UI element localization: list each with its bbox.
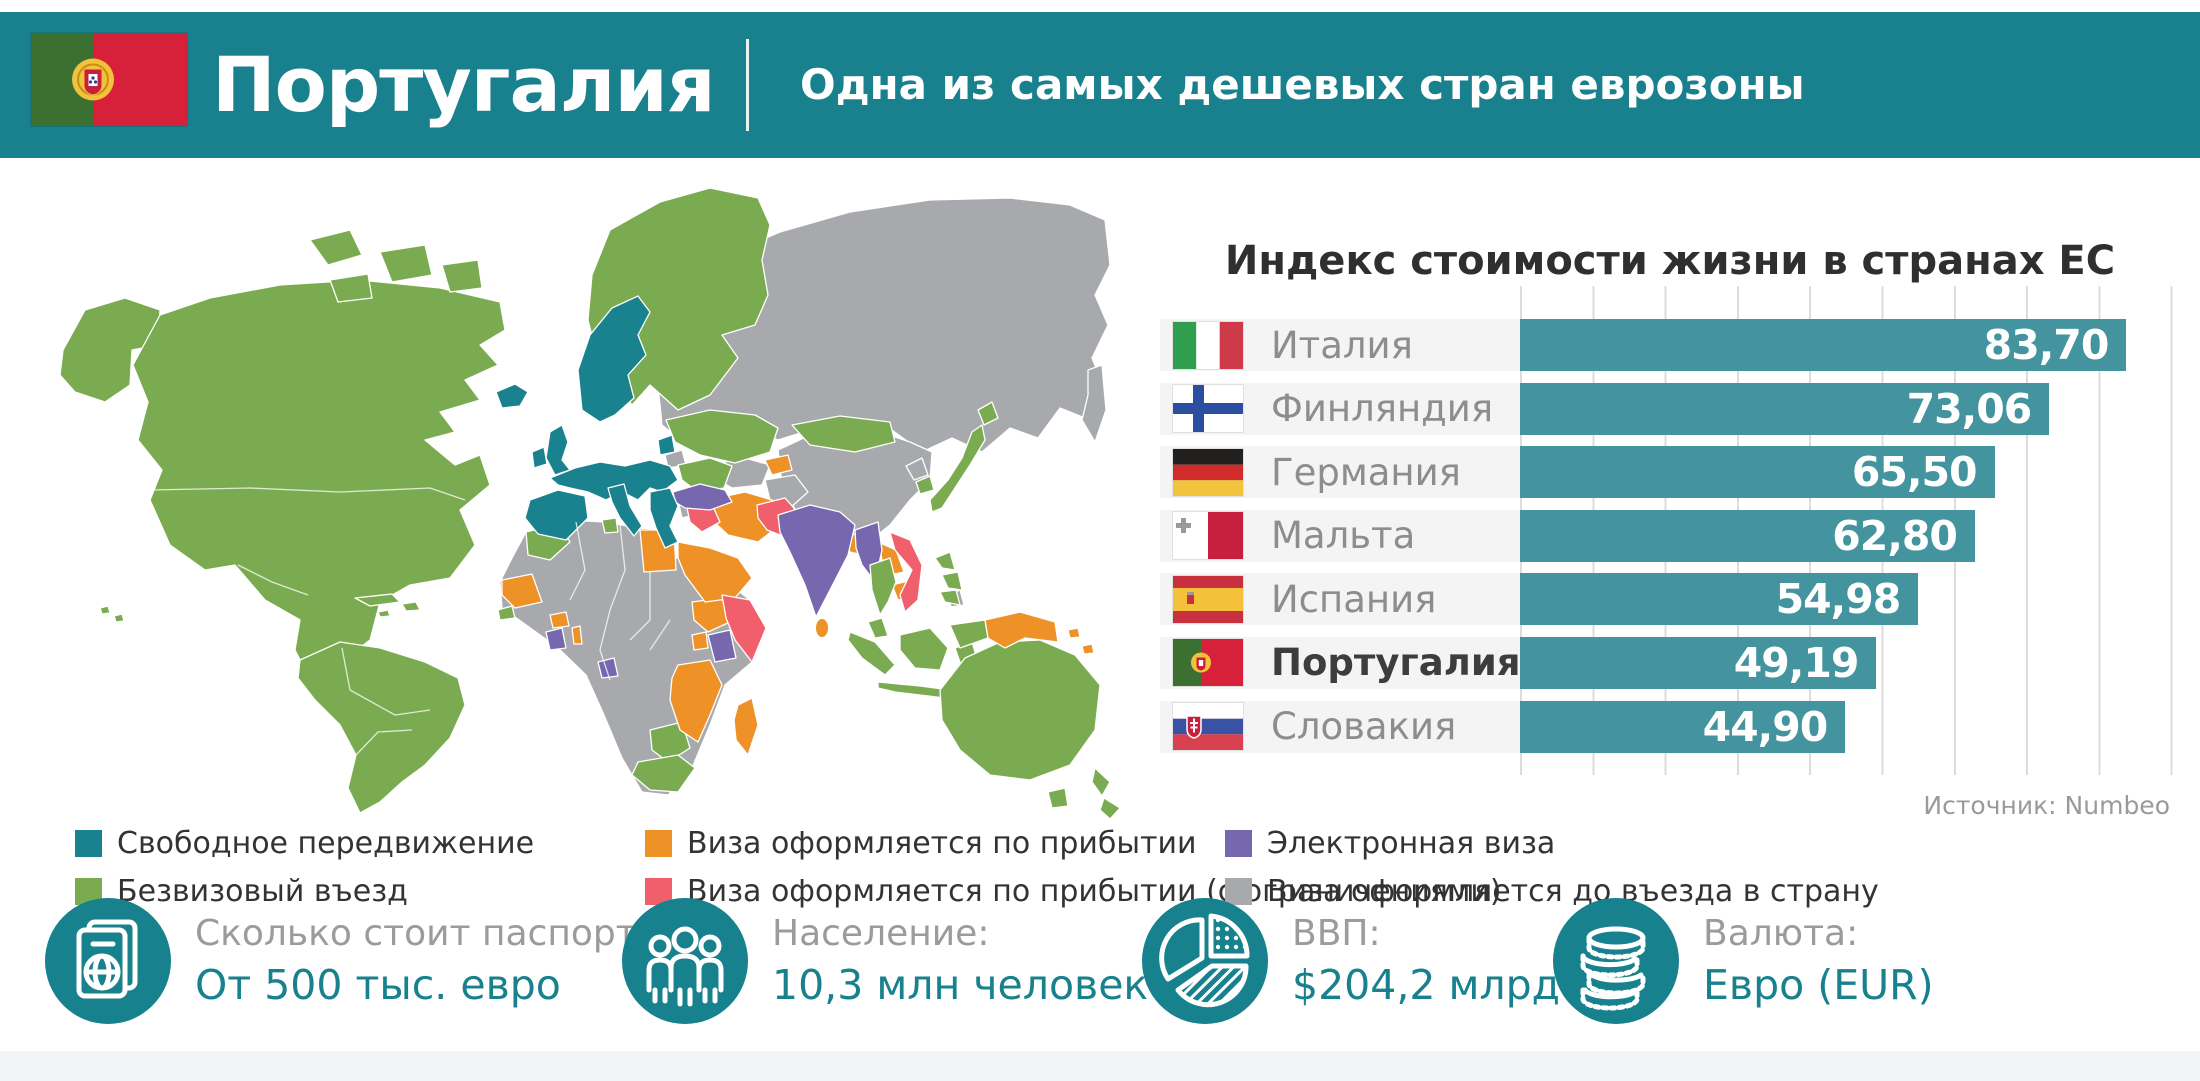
- map-internal-borders: [149, 487, 671, 756]
- chart-row: Испания 54,98: [1160, 573, 2172, 626]
- legend-label: Свободное передвижение: [117, 826, 535, 861]
- chart-row-label: Португалия: [1160, 636, 1521, 689]
- map-legend: Свободное передвижение Безвизовый въезд Ви…: [75, 826, 2135, 909]
- country-label: Испания: [1271, 577, 1437, 621]
- map-regions-visa-free: [59, 187, 1121, 820]
- chart-row: Италия 83,70: [1160, 319, 2172, 371]
- legend-label: Электронная виза: [1267, 826, 1556, 861]
- country-label: Италия: [1271, 323, 1413, 367]
- legend-label: Виза оформляется по прибытии (с ограниче…: [687, 874, 1502, 909]
- bar-value: 44,90: [1702, 702, 1829, 751]
- country-flag-malta-icon: [1173, 512, 1243, 560]
- bottom-strip: [0, 1051, 2200, 1081]
- bar-value: 49,19: [1733, 638, 1860, 687]
- bar: 54,98: [1520, 573, 1919, 626]
- stat-label: Валюта:: [1703, 913, 1859, 954]
- legend-item: Свободное передвижение: [75, 826, 645, 861]
- bar-value: 54,98: [1775, 575, 1902, 624]
- country-flag-italy-icon: [1173, 321, 1243, 369]
- gdp-icon: [1142, 898, 1268, 1024]
- chart-row: Финляндия 73,06: [1160, 382, 2172, 435]
- legend-label: Безвизовый въезд: [117, 874, 408, 909]
- bar-track: 73,06: [1520, 382, 2172, 435]
- chart-row-label: Мальта: [1160, 509, 1520, 562]
- stat-value: 10,3 млн человек: [772, 961, 1149, 1009]
- stat-population: Население: 10,3 млн человек: [622, 898, 1148, 1024]
- stat-value: Евро (EUR): [1703, 961, 1934, 1009]
- country-flag-portugal-icon: [1173, 639, 1243, 687]
- stat-label: Население:: [772, 913, 990, 954]
- passport-icon: [45, 898, 171, 1024]
- stat-label: Сколько стоит паспорт:: [195, 913, 649, 954]
- legend-swatch: [75, 830, 102, 857]
- country-label: Мальта: [1271, 514, 1416, 558]
- country-flag-slovakia-icon: [1173, 703, 1243, 751]
- cost-of-living-chart: Италия 83,70 Финляндия 73,06 Германия 65,50 Ма…: [1160, 319, 2172, 764]
- legend-item: Виза оформляется по прибытии (с ограниче…: [645, 874, 1502, 909]
- bar: 44,90: [1520, 700, 1846, 753]
- country-label: Словакия: [1271, 705, 1457, 749]
- country-flag-finland-icon: [1173, 385, 1243, 433]
- bar-track: 83,70: [1520, 319, 2172, 371]
- chart-row-label: Словакия: [1160, 700, 1520, 753]
- bar: 73,06: [1520, 382, 2050, 435]
- header-band: Португалия Одна из самых дешевых стран е…: [0, 12, 2200, 158]
- map-regions-evisa: [545, 483, 883, 679]
- country-flag-germany-icon: [1173, 448, 1243, 496]
- chart-row: Словакия 44,90: [1160, 700, 2172, 753]
- bar-track: 54,98: [1520, 573, 2172, 626]
- bar-value: 83,70: [1983, 321, 2110, 369]
- map-regions-visa-free-overlay: [869, 557, 897, 616]
- chart-row-label: Финляндия: [1160, 382, 1520, 435]
- legend-swatch: [1225, 830, 1252, 857]
- stat-passport: Сколько стоит паспорт: От 500 тыс. евро: [45, 898, 649, 1024]
- header-divider: [746, 39, 749, 131]
- stat-value: От 500 тыс. евро: [195, 961, 561, 1009]
- legend-item: Электронная виза: [1225, 826, 2135, 861]
- population-icon: [622, 898, 748, 1024]
- bar: 62,80: [1520, 509, 1975, 562]
- chart-row: Мальта 62,80: [1160, 509, 2172, 562]
- bar: 65,50: [1520, 446, 1995, 499]
- bar-value: 65,50: [1851, 448, 1978, 497]
- chart-source: Источник: Numbeo: [1923, 791, 2170, 820]
- stat-label: ВВП:: [1292, 913, 1381, 954]
- stat-gdp: ВВП: $204,2 млрд: [1142, 898, 1560, 1024]
- country-flag-spain-icon: [1173, 575, 1243, 623]
- world-visa-map: [59, 187, 1121, 820]
- chart-row: Португалия 49,19: [1160, 636, 2172, 689]
- stat-value: $204,2 млрд: [1292, 961, 1561, 1009]
- portugal-flag: [31, 33, 187, 126]
- chart-row-label: Германия: [1160, 446, 1520, 499]
- portugal-flag-icon: [31, 33, 187, 126]
- bar-track: 44,90: [1520, 700, 2172, 753]
- stat-currency: Валюта: Евро (EUR): [1553, 898, 1934, 1024]
- bar-track: 49,19: [1520, 636, 2172, 689]
- legend-item: Виза оформляется до въезда в страну: [1225, 874, 2135, 909]
- legend-item: Виза оформляется по прибытии: [645, 826, 1225, 861]
- legend-swatch: [1225, 878, 1252, 905]
- country-label: Финляндия: [1271, 387, 1494, 431]
- legend-swatch: [645, 830, 672, 857]
- page-subtitle: Одна из самых дешевых стран еврозоны: [800, 60, 1805, 109]
- country-label: Португалия: [1271, 641, 1521, 685]
- bar: 49,19: [1520, 636, 1877, 689]
- map-regions-free-movement: [495, 295, 679, 549]
- page-title: Португалия: [212, 40, 716, 129]
- chart-title: Индекс стоимости жизни в странах ЕС: [1224, 238, 2116, 284]
- legend-label: Виза оформляется до въезда в страну: [1267, 874, 1879, 909]
- currency-icon: [1553, 898, 1679, 1024]
- chart-row-label: Испания: [1160, 573, 1520, 626]
- country-label: Германия: [1271, 450, 1461, 494]
- chart-row: Германия 65,50: [1160, 446, 2172, 499]
- bar-track: 62,80: [1520, 509, 2172, 562]
- bar-value: 73,06: [1906, 384, 2033, 433]
- legend-label: Виза оформляется по прибытии: [687, 826, 1197, 861]
- bar-value: 62,80: [1832, 511, 1958, 560]
- bar-track: 65,50: [1520, 446, 2172, 499]
- chart-row-label: Италия: [1160, 319, 1520, 371]
- map-regions-visa-on-arrival: [501, 454, 1095, 756]
- bar: 83,70: [1520, 319, 2127, 371]
